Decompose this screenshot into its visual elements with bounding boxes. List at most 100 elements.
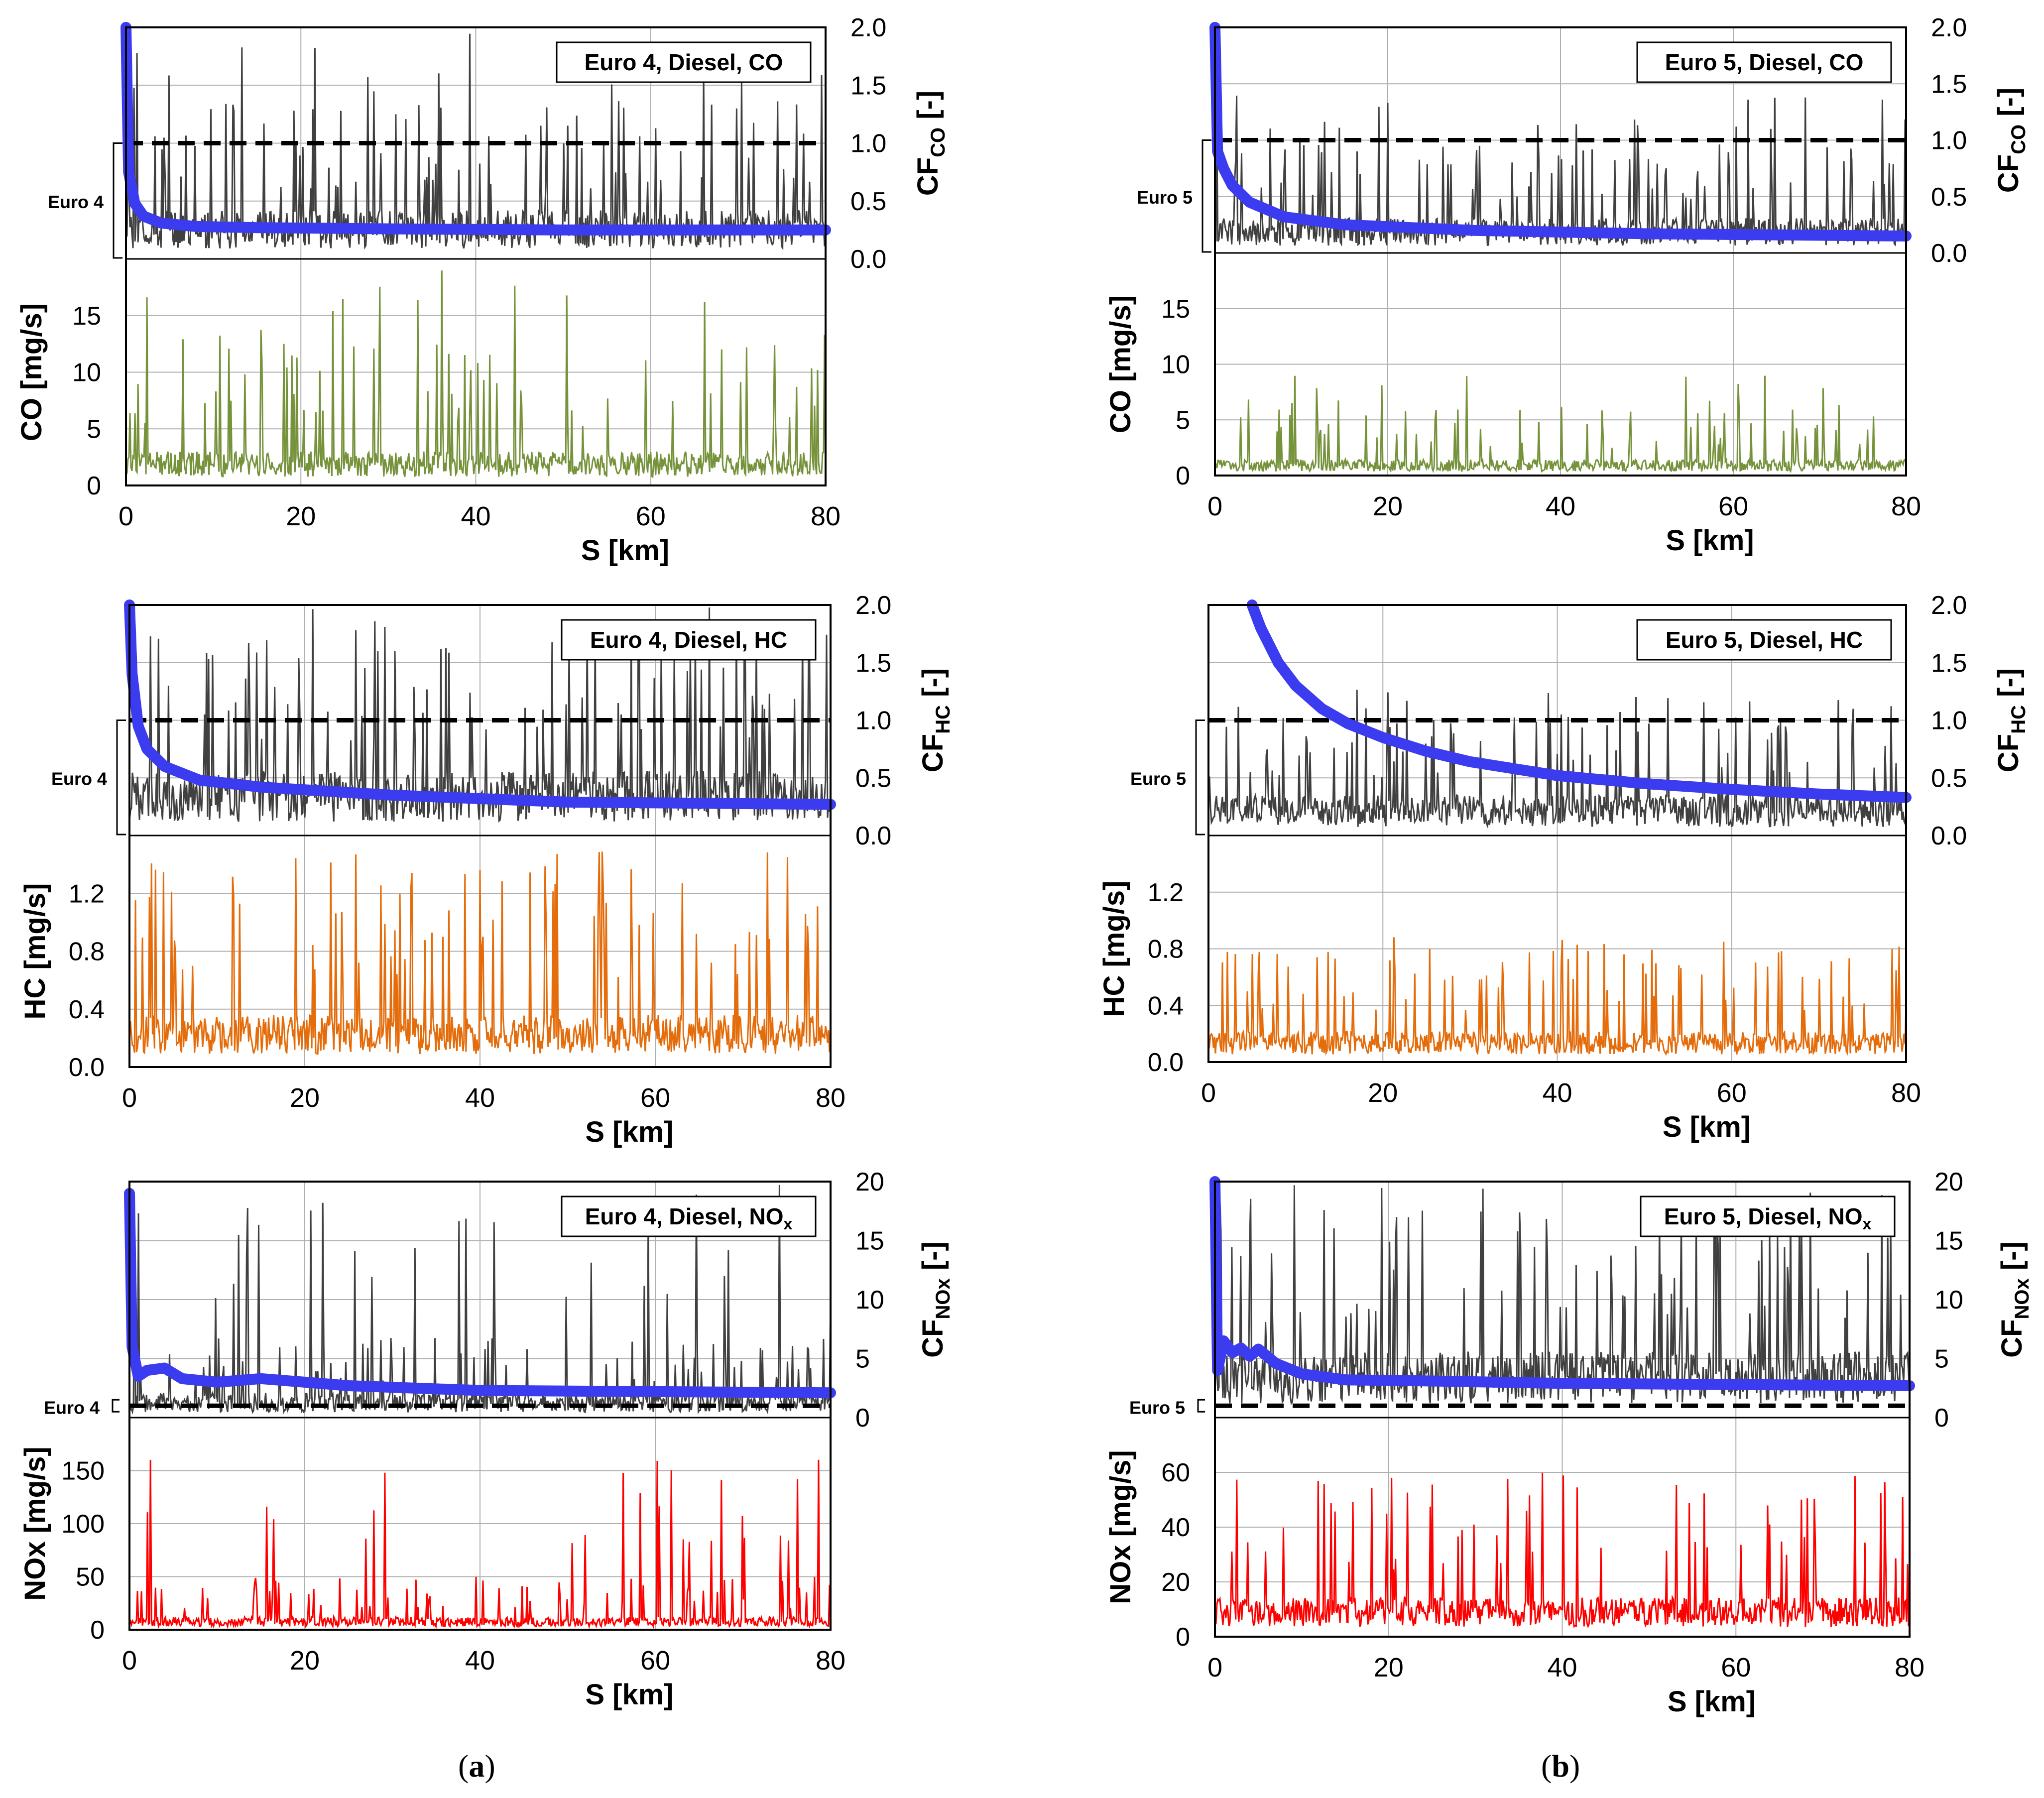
y-tick-label-bottom: 0.0 xyxy=(1148,1048,1184,1077)
standard-bracket xyxy=(1202,139,1211,253)
y-axis-label-top: CFCO [-] xyxy=(912,91,949,196)
y-tick-label-bottom: 0 xyxy=(90,1616,105,1645)
y-tick-label-top: 2.0 xyxy=(1931,13,1967,42)
y-tick-label-top: 15 xyxy=(855,1227,884,1256)
x-tick-label: 60 xyxy=(1721,1653,1751,1682)
y-tick-label-top: 0 xyxy=(1934,1404,1949,1433)
y-axis-label-top-main: CF xyxy=(1992,734,2025,772)
y-tick-label-bottom: 0.8 xyxy=(1148,935,1184,964)
y-tick-label-bottom: 0 xyxy=(1176,1623,1190,1652)
y-tick-label-top: 2.0 xyxy=(1931,591,1967,620)
chart-title: Euro 5, Diesel, NOx xyxy=(1664,1203,1872,1233)
y-tick-label-top: 0.0 xyxy=(1931,822,1967,850)
chart-title: Euro 4, Diesel, HC xyxy=(590,627,787,653)
y-tick-label-top: 1.0 xyxy=(1931,707,1967,735)
x-axis-label: S [km] xyxy=(585,1678,673,1711)
y-tick-label-bottom: 15 xyxy=(1161,295,1190,324)
title-box xyxy=(1636,41,1892,83)
x-tick-label: 40 xyxy=(461,501,490,531)
x-tick-label: 0 xyxy=(122,1646,137,1676)
y-axis-label-top: CFHC [-] xyxy=(917,668,954,772)
caption-a: (a) xyxy=(458,1748,495,1784)
y-axis-label-bottom: HC [mg/s] xyxy=(19,883,51,1020)
y-tick-label-bottom: 100 xyxy=(61,1510,105,1539)
y-tick-label-bottom: 60 xyxy=(1161,1458,1190,1487)
panel-a1: 0 20 40 60 80 S [km] 0 5 10 15 CO [mg/s] 0.0 0.5 1.0 1… xyxy=(15,13,949,567)
y-tick-label-bottom: 10 xyxy=(72,359,101,387)
y-axis-label-top-sub: HC xyxy=(2008,705,2030,734)
instantaneous-cf-line xyxy=(125,33,827,250)
title-box xyxy=(561,1196,817,1237)
panel-b3: 0 20 40 60 80 S [km] 0 20 40 60 NOx [mg/s] 0 5 10 15 20… xyxy=(1104,1168,2033,1718)
instantaneous-cf-line xyxy=(1214,96,1907,247)
y-tick-label-top: 0.5 xyxy=(855,764,891,793)
title-box xyxy=(1640,1196,1896,1237)
x-tick-label: 0 xyxy=(1207,491,1222,521)
emission-series-line xyxy=(1214,1472,1911,1629)
plot-frame xyxy=(1214,26,1907,477)
y-tick-label-top: 0.0 xyxy=(850,245,886,274)
x-axis-label: S [km] xyxy=(581,534,669,567)
panel-a3: 0 20 40 60 80 S [km] 0 50 100 150 NOx [mg/s] 0 5 10 15… xyxy=(19,1168,954,1711)
y-axis-label-top: CFCO [-] xyxy=(1992,88,2030,193)
x-tick-label: 40 xyxy=(465,1083,495,1113)
emission-series-line xyxy=(1214,375,1907,474)
plot-frame xyxy=(125,26,827,486)
cumulative-cf-line xyxy=(120,22,831,236)
y-tick-label-top: 0.5 xyxy=(1931,764,1967,793)
y-tick-label-top: 2.0 xyxy=(850,13,886,42)
y-axis-label-top-sub: NOx xyxy=(932,1278,954,1319)
standard-label: Euro 5 xyxy=(1137,187,1193,208)
chart-title-main: Euro 5, Diesel, NO xyxy=(1664,1203,1863,1229)
y-axis-label-top-main: CF xyxy=(1996,1319,2028,1357)
x-tick-label: 80 xyxy=(811,501,841,531)
y-tick-label-bottom: 0 xyxy=(87,472,101,500)
standard-bracket xyxy=(1197,1399,1205,1413)
y-tick-label-bottom: 20 xyxy=(1161,1568,1190,1597)
x-tick-label: 20 xyxy=(290,1646,320,1676)
y-tick-label-bottom: 5 xyxy=(1176,406,1190,435)
x-tick-label: 0 xyxy=(122,1083,137,1113)
title-box xyxy=(1636,619,1892,661)
y-tick-label-bottom: 150 xyxy=(61,1457,105,1486)
x-tick-label: 80 xyxy=(816,1646,845,1676)
y-axis-label-top-main: CF xyxy=(1992,154,2025,193)
instantaneous-cf-line xyxy=(1207,690,1907,829)
y-tick-label-top: 1.5 xyxy=(850,71,886,100)
y-tick-label-top: 1.5 xyxy=(855,649,891,678)
cumulative-cf-line xyxy=(1209,1176,1915,1391)
x-tick-label: 20 xyxy=(1373,491,1403,521)
y-tick-label-top: 0.0 xyxy=(1931,239,1967,268)
y-tick-label-top: 5 xyxy=(1934,1345,1949,1374)
title-box xyxy=(556,41,812,83)
y-axis-label-top: CFNOx [-] xyxy=(1996,1241,2033,1358)
panel-a2: 0 20 40 60 80 S [km] 0.0 0.4 0.8 1.2 HC [mg/s] 0.0 0… xyxy=(19,591,954,1148)
x-tick-label: 40 xyxy=(465,1646,495,1676)
y-axis-label-top-main: CF xyxy=(912,157,944,196)
chart-title-main: Euro 4, Diesel, NO xyxy=(585,1203,784,1229)
standard-label: Euro 4 xyxy=(44,1397,100,1418)
emission-series-line xyxy=(128,851,832,1055)
y-tick-label-top: 0.0 xyxy=(855,822,891,850)
y-tick-label-top: 1.0 xyxy=(1931,126,1967,155)
y-axis-label-top-sub: CO xyxy=(927,127,949,157)
y-tick-label-top: 1.0 xyxy=(855,707,891,735)
caption-b: (b) xyxy=(1541,1748,1580,1784)
chart-title: Euro 5, Diesel, HC xyxy=(1666,627,1863,653)
y-tick-label-top: 0.5 xyxy=(1931,183,1967,212)
chart-title: Euro 4, Diesel, CO xyxy=(585,49,783,75)
y-tick-label-bottom: 10 xyxy=(1161,351,1190,379)
y-tick-label-top: 0 xyxy=(855,1404,870,1433)
y-tick-label-top: 5 xyxy=(855,1345,870,1374)
x-tick-label: 80 xyxy=(1895,1653,1924,1682)
y-tick-label-top: 20 xyxy=(1934,1168,1963,1197)
x-tick-label: 40 xyxy=(1542,1078,1572,1108)
standard-bracket xyxy=(113,142,122,259)
y-tick-label-top: 1.0 xyxy=(850,129,886,158)
y-axis-label-top-sub: CO xyxy=(2008,124,2030,154)
emission-series-line xyxy=(1207,937,1907,1056)
standard-label: Euro 4 xyxy=(48,192,104,212)
y-axis-label-top-unit: [-] xyxy=(917,1241,949,1278)
y-tick-label-bottom: 1.2 xyxy=(1148,878,1184,907)
